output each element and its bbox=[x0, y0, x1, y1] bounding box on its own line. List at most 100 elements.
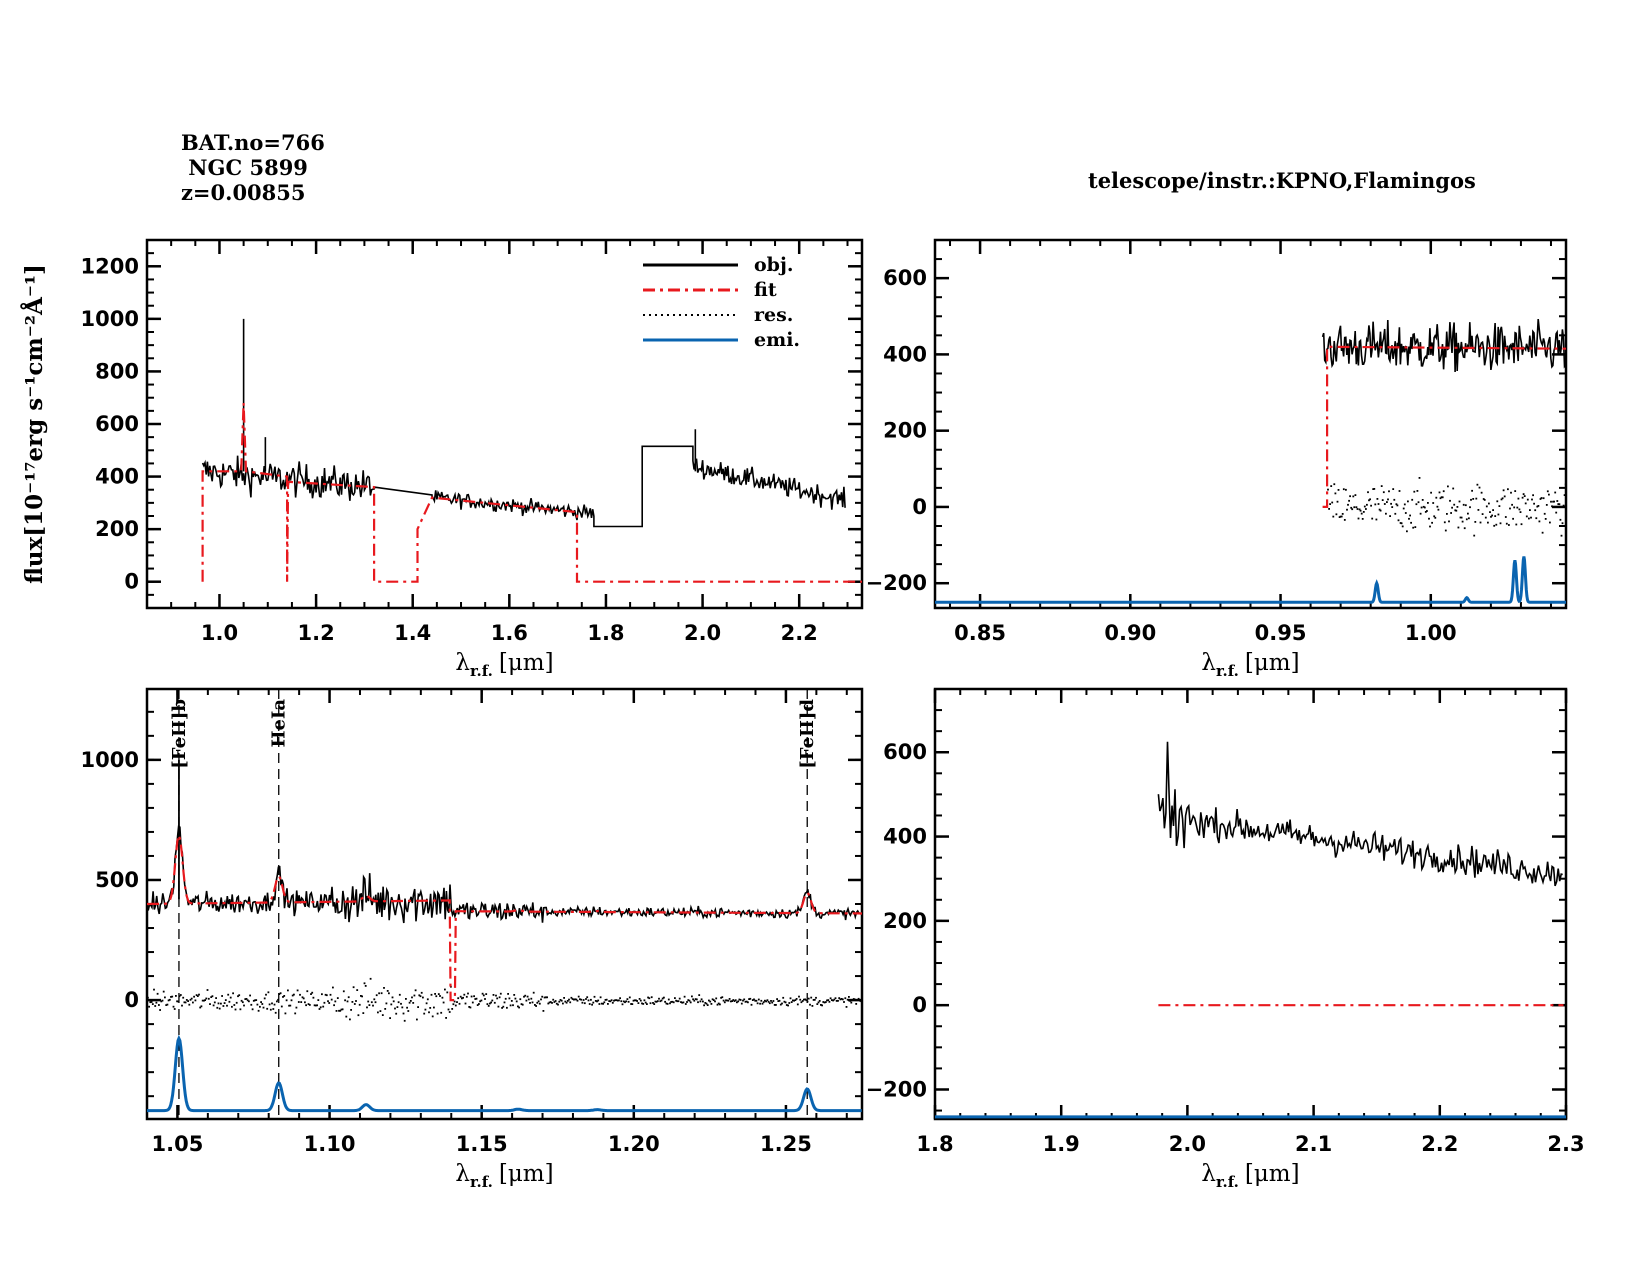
residual-point bbox=[473, 995, 475, 998]
panel-j-band: 1.05 1.10 1.15 1.20 1.25 0 500 1000 λr.f. [μm] [Fe… bbox=[81, 687, 864, 1191]
residual-point bbox=[600, 1002, 603, 1005]
residual-point bbox=[795, 998, 798, 1000]
residual-point bbox=[1433, 515, 1436, 518]
residual-point bbox=[790, 1001, 793, 1003]
residual-point bbox=[607, 1003, 609, 1005]
residual-point bbox=[678, 997, 681, 1000]
residual-point bbox=[1412, 526, 1415, 529]
residual-point bbox=[218, 1007, 221, 1010]
residual-point bbox=[213, 1001, 216, 1004]
x-tick-label: 1.15 bbox=[456, 1132, 508, 1156]
residual-point bbox=[1386, 501, 1388, 503]
residual-point bbox=[631, 1003, 634, 1005]
residual-point bbox=[1339, 515, 1342, 518]
residual-point bbox=[1521, 496, 1524, 499]
residual-point bbox=[809, 1003, 811, 1006]
residual-point bbox=[702, 1000, 704, 1003]
residual-point bbox=[834, 997, 837, 1000]
residual-point bbox=[586, 996, 589, 999]
residual-point bbox=[244, 998, 247, 1000]
residual-point bbox=[641, 1002, 643, 1005]
residual-point bbox=[311, 991, 314, 994]
residual-point bbox=[217, 1002, 220, 1005]
residual-point bbox=[194, 999, 197, 1002]
residual-point bbox=[233, 1004, 236, 1006]
residual-point bbox=[1350, 506, 1353, 509]
residual-point bbox=[476, 1004, 479, 1006]
residual-point bbox=[456, 1001, 458, 1003]
residual-point bbox=[563, 997, 565, 999]
residual-point bbox=[445, 1017, 447, 1019]
residual-point bbox=[712, 999, 715, 1001]
residual-point bbox=[771, 1001, 774, 1004]
y-tick-label: 0 bbox=[912, 993, 927, 1017]
residual-point bbox=[653, 1003, 656, 1005]
residual-point bbox=[857, 997, 860, 1000]
residual-point bbox=[699, 1000, 702, 1003]
residual-point bbox=[598, 1003, 601, 1005]
residual-point bbox=[739, 999, 742, 1001]
residual-point bbox=[750, 1003, 753, 1006]
residual-point bbox=[1558, 503, 1561, 506]
residual-point bbox=[646, 1003, 648, 1005]
residual-point bbox=[1470, 498, 1472, 501]
residual-point bbox=[591, 1003, 593, 1006]
residual-point bbox=[485, 993, 488, 995]
residual-point bbox=[815, 996, 817, 999]
residual-point bbox=[1342, 488, 1345, 491]
y-tick-label: 600 bbox=[883, 266, 927, 290]
residual-point bbox=[150, 1001, 153, 1003]
residual-point bbox=[265, 993, 267, 996]
residual-point bbox=[1482, 498, 1485, 500]
residual-point bbox=[384, 1008, 387, 1010]
residual-point bbox=[1435, 496, 1438, 499]
residual-point bbox=[776, 998, 778, 1000]
residual-point bbox=[1388, 490, 1390, 493]
residual-point bbox=[1430, 491, 1432, 494]
residual-point bbox=[1377, 503, 1380, 505]
residual-point bbox=[1488, 502, 1490, 505]
residual-point bbox=[301, 996, 304, 999]
residual-point bbox=[471, 1001, 474, 1004]
residual-point bbox=[580, 998, 583, 1001]
residual-point bbox=[272, 1008, 275, 1010]
residual-point bbox=[801, 1000, 804, 1002]
residual-point bbox=[583, 1002, 586, 1005]
residual-point bbox=[277, 998, 279, 1001]
residual-point bbox=[1432, 502, 1435, 504]
residual-point bbox=[1340, 515, 1343, 518]
residual-point bbox=[1416, 490, 1419, 492]
residual-point bbox=[794, 999, 797, 1001]
residual-point bbox=[693, 999, 696, 1002]
residual-point bbox=[734, 999, 737, 1002]
residual-point bbox=[1557, 503, 1560, 505]
residual-point bbox=[252, 999, 255, 1002]
x-tick-label: 1.20 bbox=[608, 1132, 660, 1156]
residual-point bbox=[353, 1003, 356, 1005]
residual-point bbox=[1468, 517, 1470, 520]
residual-point bbox=[1519, 511, 1522, 513]
residual-point bbox=[196, 995, 199, 997]
residual-point bbox=[557, 1003, 559, 1006]
residual-point bbox=[280, 1005, 283, 1008]
legend-item: obj. bbox=[643, 254, 793, 276]
residual-point bbox=[1473, 534, 1476, 537]
residual-point bbox=[168, 998, 171, 1001]
residual-point bbox=[749, 997, 752, 1000]
residual-point bbox=[204, 999, 206, 1001]
residual-point bbox=[189, 998, 192, 1001]
residual-point bbox=[759, 1002, 761, 1005]
residual-point bbox=[502, 1005, 505, 1008]
residual-point bbox=[596, 1000, 598, 1003]
residual-point bbox=[170, 996, 172, 998]
residual-point bbox=[1459, 516, 1462, 519]
residual-point bbox=[725, 999, 727, 1002]
residual-point bbox=[1544, 518, 1547, 520]
residual-point bbox=[682, 1001, 685, 1004]
residual-point bbox=[287, 989, 289, 992]
x-tick-label: 1.05 bbox=[152, 1132, 204, 1156]
residual-point bbox=[812, 999, 815, 1001]
residual-point bbox=[626, 998, 629, 1000]
residual-point bbox=[1402, 507, 1405, 510]
residual-point bbox=[334, 1000, 337, 1003]
